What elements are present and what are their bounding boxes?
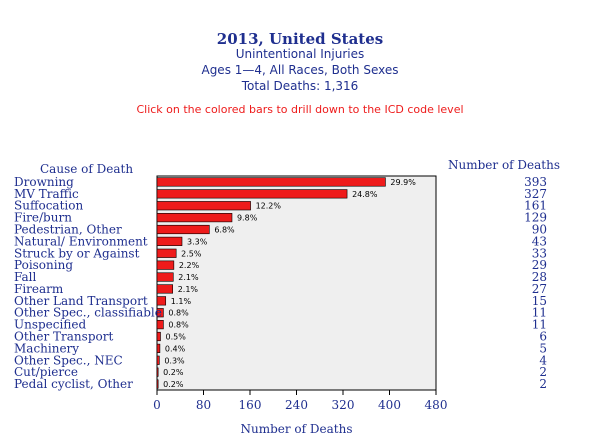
bar[interactable]	[156, 248, 177, 258]
category-label: Pedestrian, Other	[14, 223, 122, 237]
bar[interactable]	[156, 308, 164, 318]
death-count: 27	[532, 282, 547, 296]
percent-label: 12.2%	[256, 202, 282, 211]
percent-label: 24.8%	[352, 190, 378, 199]
percent-label: 2.1%	[178, 273, 199, 282]
death-count: 4	[539, 353, 547, 367]
bar[interactable]	[156, 379, 159, 389]
percent-label: 6.8%	[214, 226, 235, 235]
percent-label: 9.8%	[237, 214, 258, 223]
death-count: 11	[532, 318, 547, 332]
category-label: Fire/burn	[14, 211, 72, 225]
category-label: Pedal cyclist, Other	[14, 377, 133, 391]
bar[interactable]	[156, 260, 175, 270]
category-label: Other Spec., NEC	[14, 353, 123, 367]
bar[interactable]	[156, 213, 233, 223]
x-axis-label: Number of Deaths	[240, 422, 352, 436]
death-count: 29	[532, 258, 547, 272]
x-tick-label: 80	[196, 398, 211, 412]
bar[interactable]	[156, 177, 386, 187]
death-count: 393	[524, 175, 547, 189]
percent-label: 2.5%	[181, 249, 202, 258]
death-count: 43	[532, 234, 547, 248]
bar[interactable]	[156, 367, 159, 377]
death-count: 327	[524, 187, 547, 201]
category-label: Poisoning	[14, 258, 73, 272]
bar[interactable]	[156, 331, 161, 342]
percent-label: 0.5%	[165, 333, 186, 342]
percent-label: 0.2%	[163, 368, 184, 377]
percent-label: 2.2%	[179, 261, 200, 270]
death-count: 15	[532, 294, 547, 308]
percent-label: 0.2%	[163, 380, 184, 389]
bar[interactable]	[156, 236, 183, 246]
x-tick-label: 480	[425, 398, 448, 412]
chart-demographic: Ages 1—4, All Races, Both Sexes	[201, 63, 399, 77]
death-count: 28	[532, 270, 547, 284]
category-label: Fall	[14, 270, 37, 284]
percent-label: 1.1%	[171, 297, 192, 306]
chart-title: 2013, United States	[216, 30, 384, 48]
category-label: Natural/ Environment	[14, 234, 148, 248]
death-count: 129	[524, 211, 547, 225]
percent-label: 0.4%	[165, 344, 186, 353]
x-tick-label: 240	[285, 398, 308, 412]
category-label: Machinery	[14, 341, 79, 355]
percent-label: 29.9%	[390, 178, 416, 187]
bar[interactable]	[156, 201, 251, 211]
bar[interactable]	[156, 296, 167, 306]
x-tick-label: 0	[153, 398, 161, 412]
bar[interactable]	[156, 272, 174, 282]
plot-area	[156, 175, 437, 391]
x-tick-label: 160	[239, 398, 262, 412]
cause-column-header: Cause of Death	[40, 162, 134, 176]
death-count: 6	[539, 330, 547, 344]
bar[interactable]	[156, 343, 161, 353]
death-count: 2	[539, 365, 547, 379]
total-deaths: Total Deaths: 1,316	[241, 79, 359, 93]
death-count: 2	[539, 377, 547, 391]
category-label: Firearm	[14, 282, 64, 296]
drill-down-instruction: Click on the colored bars to drill down …	[136, 103, 464, 116]
bar[interactable]	[156, 355, 160, 365]
percent-label: 0.8%	[168, 309, 189, 318]
bar[interactable]	[156, 189, 348, 199]
category-label: MV Traffic	[14, 187, 79, 201]
percent-label: 2.1%	[178, 285, 199, 294]
death-count: 90	[532, 223, 547, 237]
number-column-header: Number of Deaths	[448, 158, 561, 172]
chart-subtitle: Unintentional Injuries	[235, 47, 365, 61]
category-label: Other Land Transport	[14, 294, 148, 308]
bar[interactable]	[156, 320, 164, 330]
percent-label: 3.3%	[187, 237, 208, 246]
bar[interactable]	[156, 284, 173, 294]
death-count: 5	[539, 341, 547, 355]
x-tick-label: 400	[378, 398, 401, 412]
category-label: Other Spec., classifiable	[14, 306, 162, 320]
category-label: Other Transport	[14, 330, 113, 344]
percent-label: 0.3%	[164, 356, 185, 365]
category-label: Cut/pierce	[14, 365, 78, 379]
death-count: 33	[532, 246, 547, 260]
x-tick-label: 320	[332, 398, 355, 412]
category-label: Unspecified	[14, 318, 86, 332]
category-label: Suffocation	[14, 199, 83, 213]
bar[interactable]	[156, 224, 210, 235]
death-count: 11	[532, 306, 547, 320]
death-count: 161	[524, 199, 547, 213]
category-label: Drowning	[14, 175, 74, 189]
percent-label: 0.8%	[168, 321, 189, 330]
category-label: Struck by or Against	[14, 246, 140, 260]
